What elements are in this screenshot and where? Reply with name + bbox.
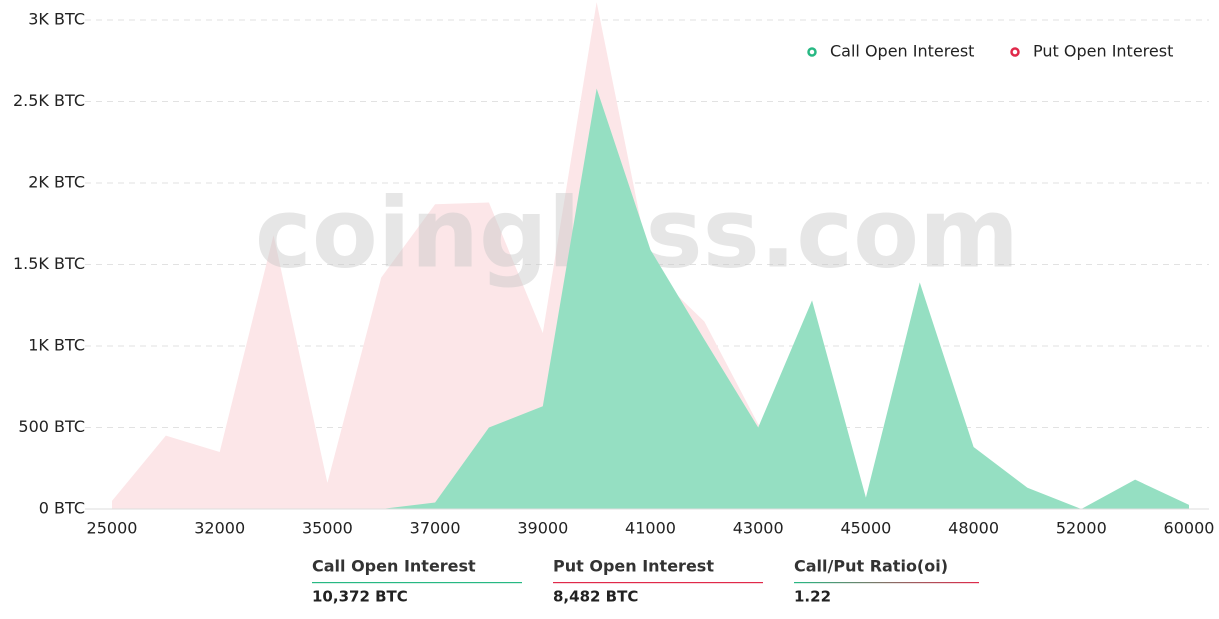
x-tick-label: 41000 [625,519,676,538]
y-tick-label: 2K BTC [28,173,85,192]
summary-value: 10,372 BTC [312,588,408,606]
y-tick-label: 1.5K BTC [13,254,85,273]
area [112,88,1189,510]
x-tick-label: 52000 [1056,519,1107,538]
summary-label: Call Open Interest [312,557,476,576]
area [112,2,1189,509]
x-tick-label: 25000 [87,519,138,538]
y-tick-label: 500 BTC [18,417,85,436]
x-tick-label: 43000 [733,519,784,538]
summary-underline [312,582,522,584]
y-tick-label: 1K BTC [28,336,85,355]
x-tick-label: 48000 [948,519,999,538]
y-tick-label: 2.5K BTC [13,91,85,110]
y-tick-label: 3K BTC [28,10,85,29]
x-tick-label: 37000 [410,519,461,538]
summary-value: 8,482 BTC [553,588,638,606]
x-tick-label: 45000 [840,519,891,538]
summary-underline [794,582,979,584]
legend-label: Put Open Interest [1033,42,1173,61]
x-tick-label: 32000 [194,519,245,538]
x-tick-label: 39000 [517,519,568,538]
x-tick-label: 60000 [1164,519,1215,538]
summary-label: Put Open Interest [553,557,714,576]
legend-label: Call Open Interest [830,42,974,61]
summary-underline [553,582,763,584]
summary-value: 1.22 [794,588,831,606]
legend-marker [1010,47,1020,57]
legend-marker [807,47,817,57]
y-tick-label: 0 BTC [39,499,85,518]
summary-label: Call/Put Ratio(oi) [794,557,948,576]
x-tick-label: 35000 [302,519,353,538]
